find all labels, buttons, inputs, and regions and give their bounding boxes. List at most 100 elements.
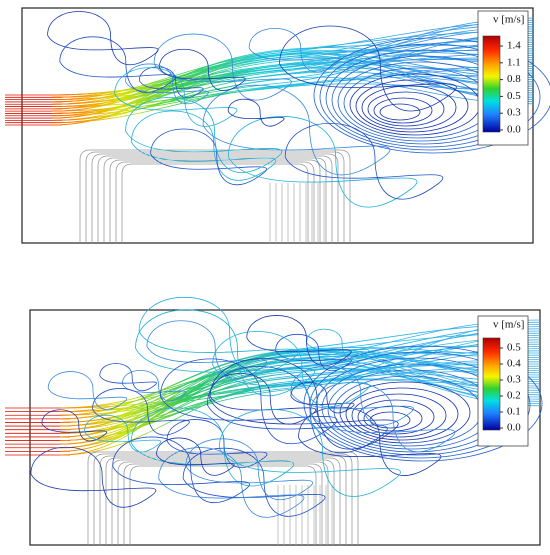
streamline <box>227 116 418 208</box>
streamline <box>159 358 338 444</box>
streamline <box>59 362 541 441</box>
streamlines <box>5 11 550 243</box>
streamline <box>206 366 388 454</box>
streamline <box>114 67 238 127</box>
obstacle-line <box>123 463 323 545</box>
streamline <box>284 122 444 200</box>
streamline <box>92 388 190 436</box>
streamline <box>59 354 541 445</box>
streamline <box>59 367 541 434</box>
streamline <box>59 359 541 431</box>
obstacle-line <box>121 163 309 243</box>
vortex-line <box>345 387 459 441</box>
colorbar-tick-label: 0.2 <box>507 390 521 402</box>
streamline <box>59 350 541 427</box>
streamline <box>51 71 534 101</box>
obstacle-line <box>105 457 341 545</box>
obstacle-line <box>79 149 351 243</box>
streamline <box>212 331 370 408</box>
streamline <box>121 370 187 402</box>
streamline <box>51 59 534 107</box>
vortex-line <box>379 103 421 121</box>
streamline <box>59 321 541 413</box>
colorbar-tick-label: 0.8 <box>507 73 521 85</box>
streamline <box>59 351 541 438</box>
streamline <box>51 66 534 114</box>
vortex-line <box>355 79 469 133</box>
vortex-line <box>351 393 447 438</box>
streamline <box>146 320 267 379</box>
vortex-line <box>333 375 483 447</box>
streamline <box>150 128 267 186</box>
streamline <box>209 358 399 450</box>
streamline <box>47 371 128 410</box>
streamline <box>166 419 268 468</box>
obstacle-line <box>99 455 347 545</box>
colorbar-tick-label: 0.5 <box>507 342 521 354</box>
streamline <box>84 414 162 453</box>
obstacle-line <box>129 465 317 545</box>
streamline <box>182 447 326 517</box>
streamline <box>248 28 341 73</box>
streamline <box>99 363 157 392</box>
streamline <box>298 406 442 476</box>
colorbar-tick-label: 0.4 <box>507 358 521 370</box>
streamline <box>51 47 534 112</box>
streamline <box>59 357 541 445</box>
streamline <box>51 52 534 105</box>
streamline <box>51 62 534 96</box>
vortex-line <box>313 37 550 154</box>
streamline <box>59 353 541 420</box>
streamline <box>47 11 159 66</box>
streamline <box>59 348 541 456</box>
vortex-line <box>361 85 457 130</box>
streamline <box>290 365 414 426</box>
colorbar-tick-label: 1.4 <box>507 40 521 52</box>
streamline <box>59 351 541 452</box>
streamline <box>41 409 108 442</box>
streamline <box>156 437 235 476</box>
colorbar-label: v [m/s] <box>493 319 524 331</box>
obstacle-line <box>91 153 339 243</box>
streamline <box>51 44 534 124</box>
streamline <box>246 315 352 366</box>
obstacle-line <box>85 151 345 243</box>
streamline <box>51 52 534 119</box>
streamline <box>218 409 401 497</box>
streamline <box>158 48 246 91</box>
obstacle-line <box>103 157 327 243</box>
colorbar-tick-label: 0.0 <box>507 124 521 136</box>
vortex-line <box>367 91 445 127</box>
streamlines <box>5 296 543 545</box>
streamline <box>202 84 391 176</box>
obstacle-line <box>109 159 321 243</box>
streamline <box>138 296 299 375</box>
colorbar-tick-label: 1.1 <box>507 56 521 68</box>
streamline <box>125 97 283 173</box>
colorbar-tick-label: 0.1 <box>507 406 521 418</box>
streamline <box>158 447 305 518</box>
obstacle-line <box>117 461 329 545</box>
colorbar-tick-label: 0.0 <box>507 422 521 434</box>
streamline <box>30 446 156 508</box>
vortex-line <box>363 405 423 432</box>
vortex-line <box>373 97 433 124</box>
domain-frame <box>21 7 534 244</box>
obstacle-line <box>115 161 315 243</box>
vortex-line <box>319 43 541 151</box>
obstacle-line <box>93 453 353 545</box>
streamline <box>279 25 457 112</box>
streamline <box>306 328 370 360</box>
streamline <box>138 66 204 98</box>
colorbar-tick-label: 0.3 <box>507 374 521 386</box>
colorbar-tick-label: 0.3 <box>507 107 521 119</box>
streamline <box>51 53 534 126</box>
streamline <box>51 74 534 124</box>
streamline <box>125 63 209 105</box>
colorbar <box>482 337 501 431</box>
streamline <box>112 436 250 504</box>
colorbar-tick-label: 0.5 <box>507 90 521 102</box>
streamline <box>59 319 541 409</box>
